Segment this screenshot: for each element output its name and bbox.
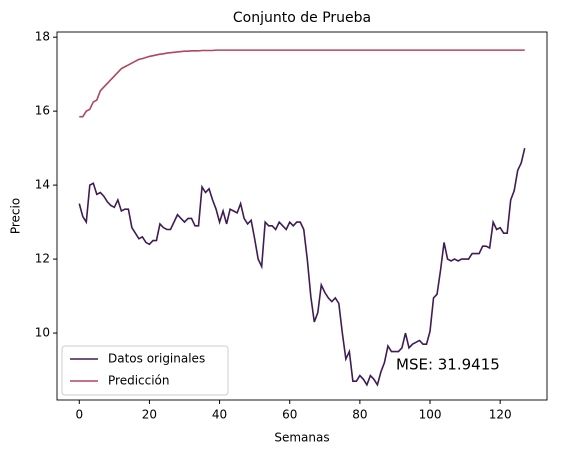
data-line (79, 49, 525, 118)
x-tick-label: 120 (489, 408, 512, 422)
x-tick-label: 80 (352, 408, 367, 422)
x-tick-label: 0 (75, 408, 83, 422)
x-tick-label: 40 (212, 408, 227, 422)
y-axis-label: Precio (9, 198, 23, 234)
y-tick-label: 18 (35, 30, 50, 44)
axes-frame (56, 31, 548, 401)
x-tick-label: 60 (282, 408, 297, 422)
chart-title: Conjunto de Prueba (233, 10, 371, 26)
legend-box (61, 345, 229, 396)
x-axis-label: Semanas (274, 431, 329, 445)
x-tick-label: 20 (142, 408, 157, 422)
legend-label: Predicción (108, 374, 170, 388)
annotation: MSE: 31.9415 (396, 356, 500, 374)
y-tick-label: 16 (35, 104, 50, 118)
data-line (78, 147, 526, 387)
y-tick-label: 14 (35, 178, 50, 192)
x-tick-label: 100 (419, 408, 442, 422)
y-tick-label: 10 (35, 326, 50, 340)
y-tick-label: 12 (35, 252, 50, 266)
legend-label: Datos originales (108, 352, 205, 366)
